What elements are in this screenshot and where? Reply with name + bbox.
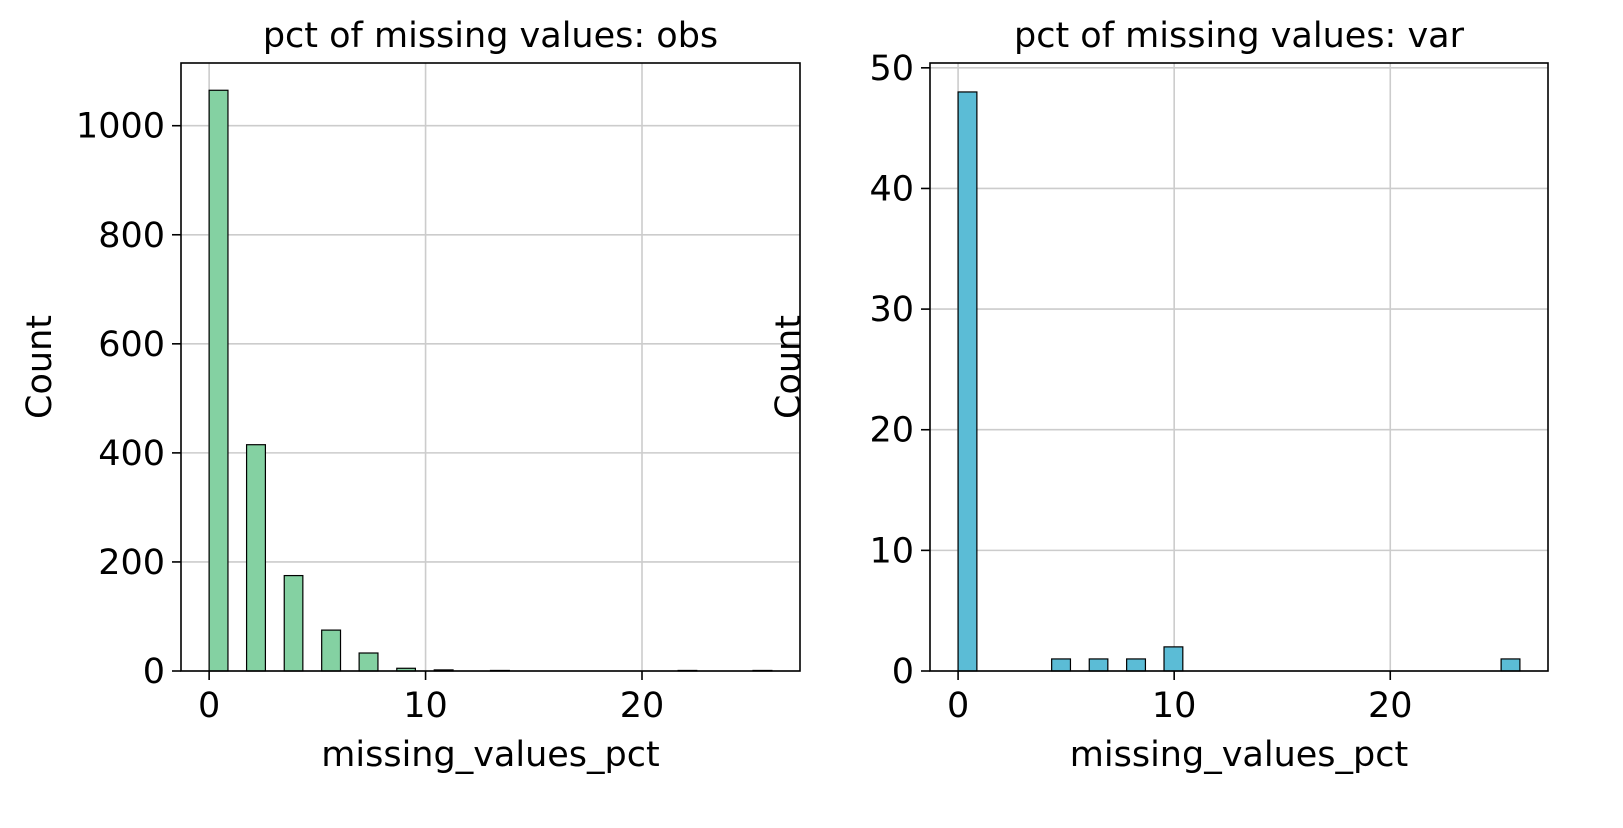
y-tick-label: 50 — [869, 49, 914, 89]
y-tick-label: 10 — [869, 531, 914, 571]
x-tick-label: 10 — [1152, 686, 1197, 726]
y-axis-label: Count — [20, 315, 60, 419]
y-tick-label: 0 — [143, 652, 165, 692]
y-axis-label: Count — [769, 315, 809, 419]
histogram-bar — [957, 91, 978, 672]
x-axis-label: missing_values_pct — [1070, 735, 1408, 775]
y-tick-label: 800 — [98, 216, 165, 256]
histogram-bar — [1088, 658, 1109, 672]
histogram-bar — [1500, 658, 1521, 672]
y-tick-label: 0 — [892, 652, 914, 692]
histogram-bar — [1051, 658, 1072, 672]
axes-frame — [929, 62, 1549, 672]
y-tick-label: 40 — [869, 169, 914, 209]
histogram-var: 0 10 20 30 40 50 0 10 20 pct of missing values: v… — [769, 16, 1549, 775]
y-tick-label: 400 — [98, 434, 165, 474]
chart-title: pct of missing values: var — [1014, 16, 1465, 56]
y-tick-label: 200 — [98, 543, 165, 583]
histogram-bar — [245, 444, 267, 672]
histogram-bar — [358, 652, 379, 672]
chart-title: pct of missing values: obs — [263, 16, 718, 56]
x-axis-label: missing_values_pct — [321, 735, 659, 775]
x-tick-label: 0 — [947, 686, 969, 726]
x-tick-label: 0 — [198, 686, 220, 726]
y-tick-label: 30 — [869, 290, 914, 330]
x-tick-label: 20 — [620, 686, 665, 726]
y-tick-label: 1000 — [76, 107, 165, 147]
y-tick-label: 600 — [98, 325, 165, 365]
x-tick-label: 10 — [403, 686, 448, 726]
axes-frame — [180, 62, 801, 672]
histogram-bar — [321, 629, 342, 672]
histogram-bar — [1126, 658, 1147, 672]
x-tick-label: 20 — [1368, 686, 1413, 726]
histogram-bar — [208, 89, 229, 672]
histogram-obs: 0 200 400 600 800 1000 0 10 20 pct of missing val… — [20, 16, 801, 775]
histogram-bar — [1163, 646, 1184, 672]
y-tick-label: 20 — [869, 411, 914, 451]
histogram-bar — [283, 574, 304, 672]
